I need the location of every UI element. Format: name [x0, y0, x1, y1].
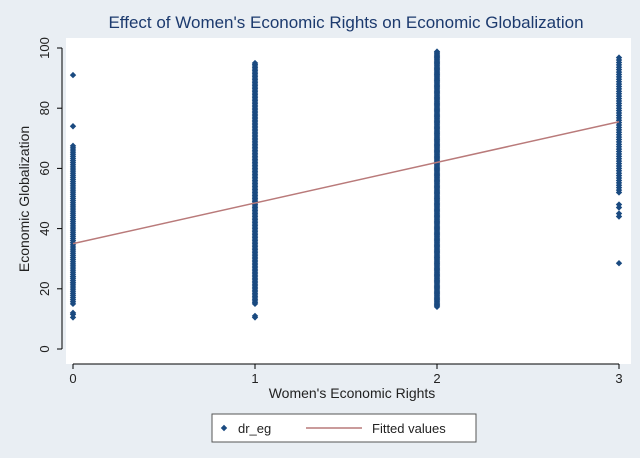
chart-title: Effect of Women's Economic Rights on Eco… — [108, 13, 583, 32]
legend-label-dr-eg: dr_eg — [238, 421, 271, 436]
x-tick-label: 0 — [69, 371, 76, 386]
y-tick-label: 0 — [37, 345, 52, 352]
x-axis-label: Women's Economic Rights — [269, 385, 436, 401]
x-tick-label: 2 — [433, 371, 440, 386]
fitted-line-series — [72, 121, 620, 245]
legend: dr_eg Fitted values — [211, 413, 477, 443]
y-tick-label: 20 — [37, 282, 52, 296]
y-axis: 0 20 40 60 80 100 — [37, 37, 63, 353]
y-tick-label: 40 — [37, 221, 52, 235]
y-axis-label: Economic Globalization — [16, 126, 32, 272]
plot-area — [66, 38, 631, 364]
scatter-point — [69, 142, 77, 150]
scatter-point — [69, 123, 77, 130]
scatter-point — [251, 59, 259, 67]
y-tick-label: 60 — [37, 161, 52, 175]
scatter-point — [615, 260, 623, 267]
scatter-point — [69, 71, 77, 79]
scatter-point — [615, 54, 623, 61]
legend-label-fitted: Fitted values — [372, 421, 446, 436]
y-tick-label: 80 — [37, 101, 52, 115]
scatter-point — [433, 48, 441, 55]
scatter-point — [69, 279, 77, 286]
scatter-series-dr-eg — [69, 48, 623, 321]
scatter-point — [69, 273, 77, 280]
scatter-point — [615, 210, 623, 217]
scatter-point — [251, 312, 259, 320]
x-tick-label: 1 — [251, 371, 258, 386]
y-tick-label: 100 — [37, 37, 52, 59]
fitted-line — [72, 121, 620, 245]
scatter-point — [69, 309, 77, 317]
x-axis: 0 1 2 3 — [69, 363, 623, 386]
x-tick-label: 3 — [615, 371, 622, 386]
legend-marker-dr-eg — [220, 424, 228, 432]
scatter-point — [615, 201, 623, 208]
